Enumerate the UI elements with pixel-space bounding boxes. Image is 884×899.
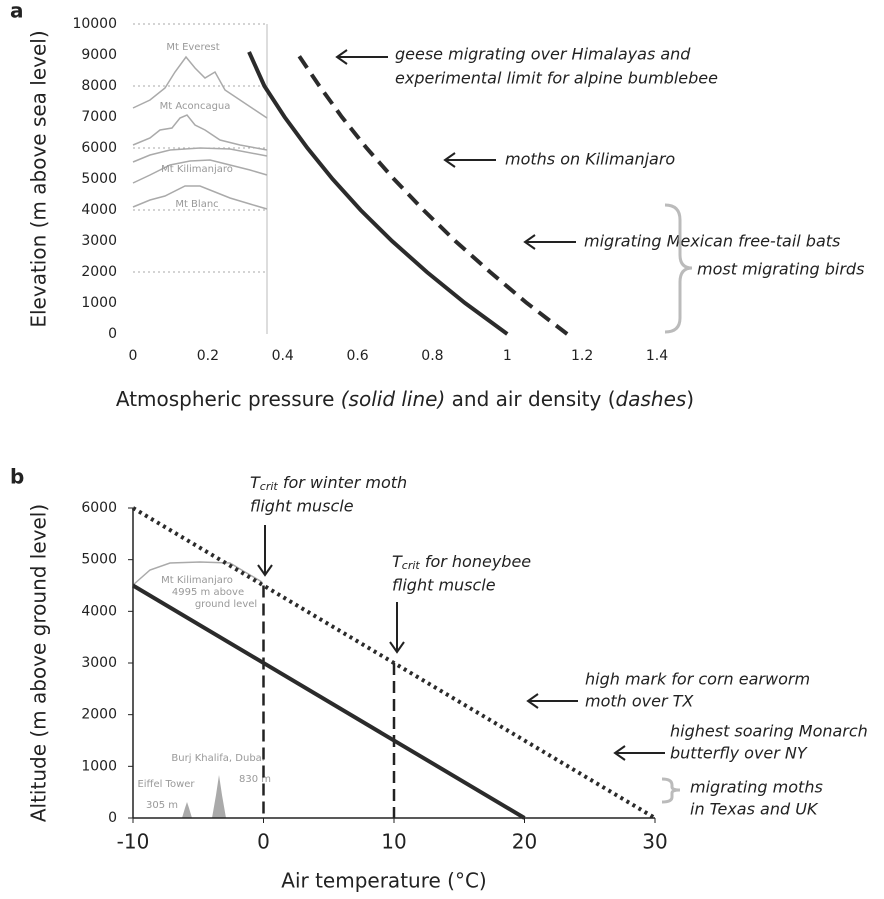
x-axis-label: Atmospheric pressure (solid line) and ai… <box>116 387 694 411</box>
annotation: Tcrit for honeybee <box>392 552 531 573</box>
inset-label: Burj Khalifa, Dubai <box>171 753 264 764</box>
x-tick-label: 1.2 <box>571 348 593 364</box>
annotation: highest soaring Monarch <box>670 722 868 741</box>
inset-label: Eiffel Tower <box>137 779 195 790</box>
series-line <box>131 583 526 820</box>
y-tick-label: 0 <box>108 326 117 342</box>
annotation: migrating moths <box>690 778 823 797</box>
inset-label: 830 m <box>239 774 271 785</box>
x-axis-label: Air temperature (°C) <box>281 869 486 893</box>
t-symbol: T <box>392 552 403 571</box>
inset-label: 305 m <box>146 800 178 811</box>
t-subscript: crit <box>260 480 279 493</box>
y-axis-label: Altitude (m above ground level) <box>27 504 51 822</box>
annotation: in Texas and UK <box>690 800 819 819</box>
arrow <box>523 234 576 250</box>
panel-label: b <box>10 465 24 489</box>
annotation: moths on Kilimanjaro <box>505 150 675 169</box>
x-tick-label: 0.4 <box>272 348 294 364</box>
arrow <box>443 152 496 168</box>
inset-label: 4995 m above <box>172 587 244 598</box>
inset-label: Mt Aconcagua <box>160 101 231 112</box>
y-tick-label: 2000 <box>81 707 117 723</box>
y-tick-label: 2000 <box>81 264 117 280</box>
annotation-line: for winter moth <box>278 473 407 492</box>
eiffel-tower <box>182 802 192 818</box>
y-tick-label: 0 <box>108 810 117 826</box>
y-tick-label: 3000 <box>81 655 117 671</box>
annotation: flight muscle <box>392 576 496 595</box>
x-axis-label-part: ) <box>686 387 694 411</box>
arrow <box>526 693 578 709</box>
mountain-inset <box>132 561 263 586</box>
y-tick-label: 3000 <box>81 233 117 249</box>
annotation: flight muscle <box>250 497 354 516</box>
x-tick-label: 0 <box>129 348 138 364</box>
x-axis-label-part: (solid line) <box>341 387 446 411</box>
t-subscript: crit <box>402 559 421 572</box>
y-tick-label: 4000 <box>81 603 117 619</box>
arrow <box>613 745 665 761</box>
y-tick-label: 5000 <box>81 171 117 187</box>
x-tick-label: 0.6 <box>346 348 368 364</box>
x-tick-label: 0.8 <box>421 348 443 364</box>
panel-label: a <box>10 0 24 23</box>
arrow <box>257 525 273 577</box>
x-tick-label: 1 <box>503 348 512 364</box>
x-axis-label-part: Atmospheric pressure <box>116 387 341 411</box>
series-line <box>131 506 657 820</box>
t-symbol: T <box>250 473 261 492</box>
annotation: migrating Mexican free-tail bats <box>584 232 840 251</box>
inset-label: Mt Blanc <box>175 199 218 210</box>
brace <box>664 203 693 334</box>
y-tick-label: 4000 <box>81 202 117 218</box>
annotation: high mark for corn earworm <box>585 670 810 689</box>
x-axis-label-part: and air density ( <box>445 387 615 411</box>
inset-label: Mt Everest <box>166 42 219 53</box>
y-tick-label: 6000 <box>81 140 117 156</box>
annotation-line: for honeybee <box>420 552 532 571</box>
x-tick-label: 0 <box>257 830 270 854</box>
x-tick-label: 10 <box>381 830 406 854</box>
y-tick-label: 5000 <box>81 552 117 568</box>
mountain-inset <box>132 24 268 334</box>
y-tick-label: 9000 <box>81 47 117 63</box>
y-tick-label: 10000 <box>72 16 117 32</box>
y-axis-label: Elevation (m above sea level) <box>27 30 51 327</box>
inset-label: Mt Kilimanjaro <box>161 164 233 175</box>
x-tick-label: 0.2 <box>197 348 219 364</box>
brace <box>661 777 681 804</box>
annotation: butterfly over NY <box>670 744 808 763</box>
x-tick-label: -10 <box>117 830 150 854</box>
x-tick-label: 20 <box>512 830 537 854</box>
y-tick-label: 6000 <box>81 500 117 516</box>
arrow <box>335 49 388 65</box>
x-tick-label: 30 <box>642 830 667 854</box>
annotation: geese migrating over Himalayas and <box>395 45 691 64</box>
arrow <box>389 602 405 654</box>
y-tick-label: 1000 <box>81 758 117 774</box>
x-axis-label-part: dashes <box>616 387 687 411</box>
y-tick-label: 8000 <box>81 78 117 94</box>
series-line <box>247 51 509 336</box>
inset-label: ground level <box>195 599 257 610</box>
annotation: most migrating birds <box>697 260 864 279</box>
inset-label: Mt Kilimanjaro <box>161 575 233 586</box>
annotation: Tcrit for winter moth <box>250 473 407 494</box>
annotation: moth over TX <box>585 692 694 711</box>
burj-khalifa <box>212 775 226 818</box>
annotation: experimental limit for alpine bumblebee <box>395 69 718 88</box>
x-tick-label: 1.4 <box>646 348 668 364</box>
y-tick-label: 1000 <box>81 295 117 311</box>
series-line <box>296 53 569 336</box>
y-tick-label: 7000 <box>81 109 117 125</box>
